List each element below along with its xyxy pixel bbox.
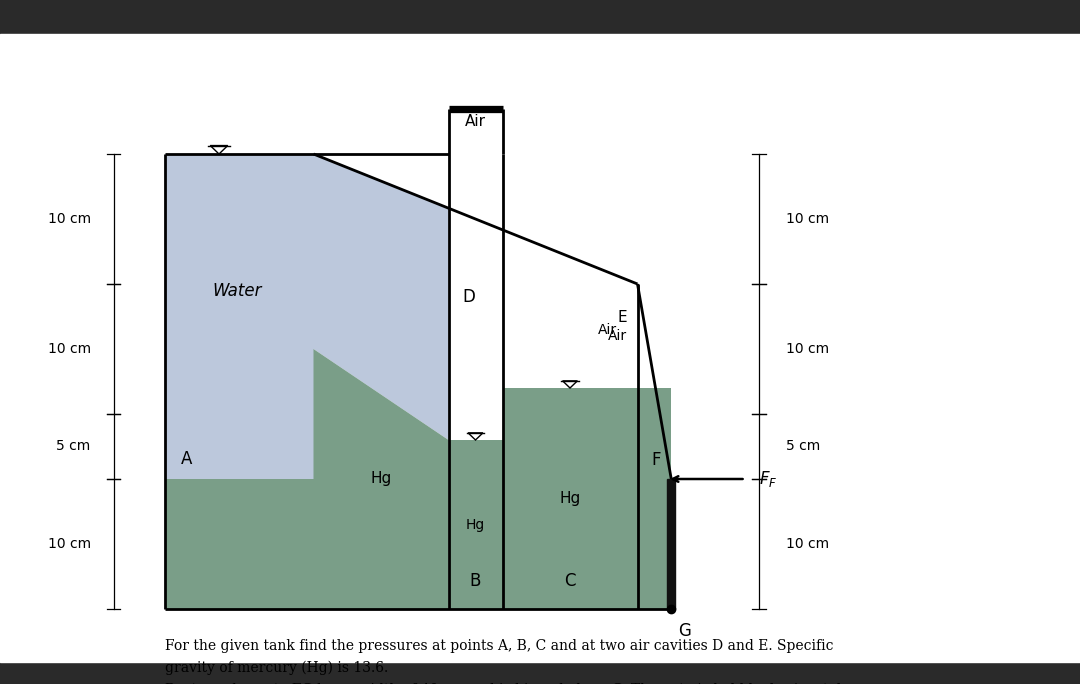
Text: Hg: Hg: [370, 471, 392, 486]
Text: $F_F$: $F_F$: [759, 469, 778, 489]
Text: E: E: [617, 310, 626, 325]
Text: Water: Water: [213, 282, 261, 300]
Text: 5 cm: 5 cm: [786, 440, 820, 453]
Text: Air: Air: [598, 323, 618, 337]
Text: For the given tank find the pressures at points A, B, C and at two air cavities : For the given tank find the pressures at…: [165, 639, 834, 653]
Text: G: G: [678, 622, 691, 640]
Text: 10 cm: 10 cm: [786, 342, 829, 356]
Text: D: D: [462, 288, 475, 306]
Text: Hg: Hg: [465, 518, 485, 531]
Text: 10 cm: 10 cm: [786, 537, 829, 551]
Text: 10 cm: 10 cm: [48, 212, 91, 226]
Text: 10 cm: 10 cm: [786, 212, 829, 226]
Text: Rectangular gate FG has a width of 40 cm and is hinged along G. The gate is hold: Rectangular gate FG has a width of 40 cm…: [165, 683, 841, 684]
Polygon shape: [165, 479, 313, 609]
Text: 10 cm: 10 cm: [48, 537, 91, 551]
Text: A: A: [181, 451, 192, 469]
Bar: [0, 0, 1080, 34]
Text: 10 cm: 10 cm: [48, 342, 91, 356]
Text: gravity of mercury (Hg) is 13.6.: gravity of mercury (Hg) is 13.6.: [165, 661, 388, 675]
Bar: [667, 479, 675, 609]
Polygon shape: [448, 440, 502, 609]
Polygon shape: [165, 154, 313, 479]
Polygon shape: [313, 154, 448, 440]
Polygon shape: [448, 109, 502, 440]
Text: Air: Air: [465, 114, 486, 129]
Bar: [0, 662, 1080, 684]
Text: B: B: [470, 572, 482, 590]
Text: Hg: Hg: [559, 491, 581, 506]
Polygon shape: [502, 230, 637, 388]
Text: Air: Air: [608, 329, 626, 343]
Text: C: C: [564, 572, 576, 590]
Text: F: F: [651, 451, 661, 469]
Text: 5 cm: 5 cm: [56, 440, 91, 453]
Polygon shape: [502, 388, 672, 609]
Polygon shape: [313, 349, 448, 609]
